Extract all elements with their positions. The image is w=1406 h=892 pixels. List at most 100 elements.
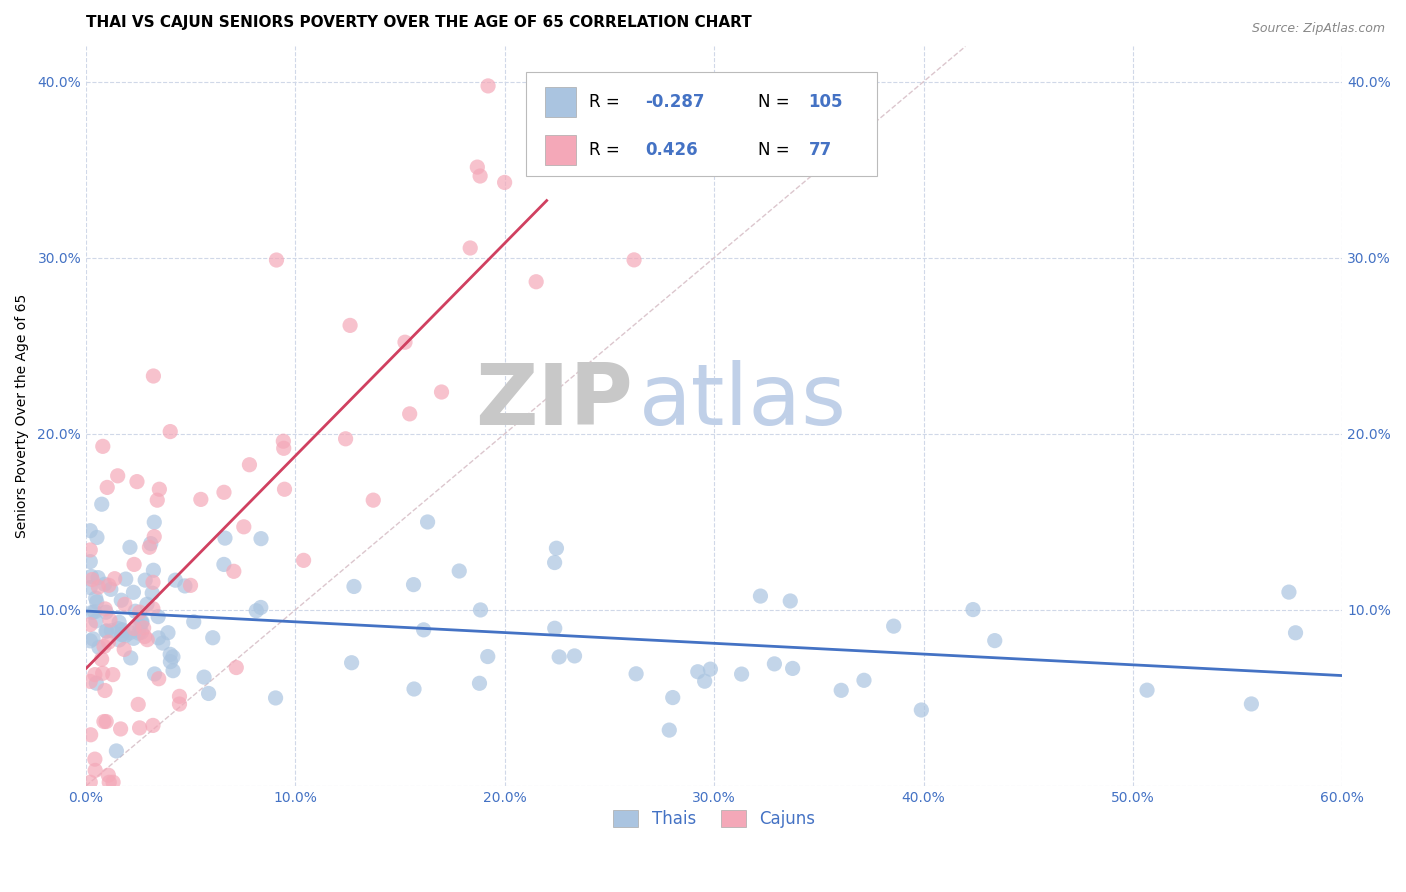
Point — [91, 666, 114, 681]
Point — [412, 623, 434, 637]
Point — [143, 530, 166, 544]
Text: Source: ZipAtlas.com: Source: ZipAtlas.com — [1251, 22, 1385, 36]
Point — [273, 482, 295, 496]
Point — [494, 176, 516, 190]
Point — [180, 578, 202, 592]
Point — [94, 624, 117, 638]
Point — [1284, 625, 1306, 640]
Legend: Thais, Cajuns: Thais, Cajuns — [605, 802, 824, 837]
Point — [190, 492, 212, 507]
Point — [148, 672, 170, 686]
Point — [1240, 697, 1263, 711]
Point — [212, 558, 235, 572]
Point — [136, 632, 159, 647]
Point — [361, 493, 384, 508]
Point — [100, 624, 122, 638]
Point — [264, 690, 287, 705]
Point — [477, 649, 499, 664]
Point — [148, 631, 170, 645]
Point — [139, 536, 162, 550]
Point — [79, 543, 101, 558]
Point — [661, 690, 683, 705]
Point — [212, 485, 235, 500]
Point — [779, 594, 801, 608]
Text: N =: N = — [758, 93, 794, 111]
Point — [87, 580, 110, 594]
Point — [84, 764, 107, 778]
Point — [96, 624, 118, 639]
Point — [398, 407, 420, 421]
Point — [142, 718, 165, 732]
Point — [564, 648, 586, 663]
Text: 0.426: 0.426 — [645, 141, 697, 159]
Point — [852, 673, 875, 688]
Point — [222, 564, 245, 578]
Point — [232, 520, 254, 534]
Point — [100, 582, 122, 597]
Point — [544, 621, 567, 635]
Point — [416, 515, 439, 529]
Point — [90, 497, 112, 511]
Point — [97, 578, 120, 592]
Point — [98, 775, 121, 789]
Point — [169, 690, 191, 704]
Point — [122, 622, 145, 636]
Point — [125, 475, 148, 489]
Point — [86, 676, 108, 690]
Point — [402, 681, 425, 696]
Point — [624, 666, 647, 681]
Point — [132, 621, 155, 635]
Point — [79, 555, 101, 569]
Point — [124, 604, 146, 618]
Point — [623, 252, 645, 267]
Point — [84, 614, 107, 628]
Point — [79, 524, 101, 538]
Point — [131, 625, 153, 640]
Point — [107, 468, 129, 483]
Point — [138, 541, 160, 555]
Point — [79, 633, 101, 648]
Point — [273, 442, 295, 456]
Point — [524, 275, 547, 289]
Point — [122, 558, 145, 572]
Point — [110, 627, 132, 641]
Point — [394, 335, 416, 350]
Point — [136, 597, 159, 611]
Point — [152, 636, 174, 650]
Point — [340, 656, 363, 670]
Point — [1278, 585, 1301, 599]
Point — [159, 425, 181, 439]
Point — [193, 670, 215, 684]
Point — [165, 573, 187, 587]
Point — [142, 601, 165, 615]
Point — [94, 602, 117, 616]
Point — [458, 241, 481, 255]
Point — [107, 622, 129, 636]
Point — [84, 591, 107, 606]
Point — [101, 667, 124, 681]
Point — [127, 698, 149, 712]
Point — [830, 683, 852, 698]
Point — [910, 703, 932, 717]
FancyBboxPatch shape — [544, 87, 576, 117]
Point — [183, 615, 205, 629]
Point — [273, 434, 295, 449]
Point — [169, 697, 191, 711]
Point — [110, 722, 132, 736]
Y-axis label: Seniors Poverty Over the Age of 65: Seniors Poverty Over the Age of 65 — [15, 294, 30, 538]
Point — [79, 617, 101, 632]
Text: 77: 77 — [808, 141, 831, 159]
Point — [962, 602, 984, 616]
Point — [112, 642, 135, 657]
Point — [83, 605, 105, 619]
Point — [111, 623, 134, 637]
Point — [142, 563, 165, 577]
Point — [118, 541, 141, 555]
Point — [104, 572, 127, 586]
Point — [120, 651, 142, 665]
Point — [339, 318, 361, 333]
Point — [146, 493, 169, 508]
Point — [782, 661, 804, 675]
Point — [93, 714, 115, 729]
Point — [477, 78, 499, 93]
